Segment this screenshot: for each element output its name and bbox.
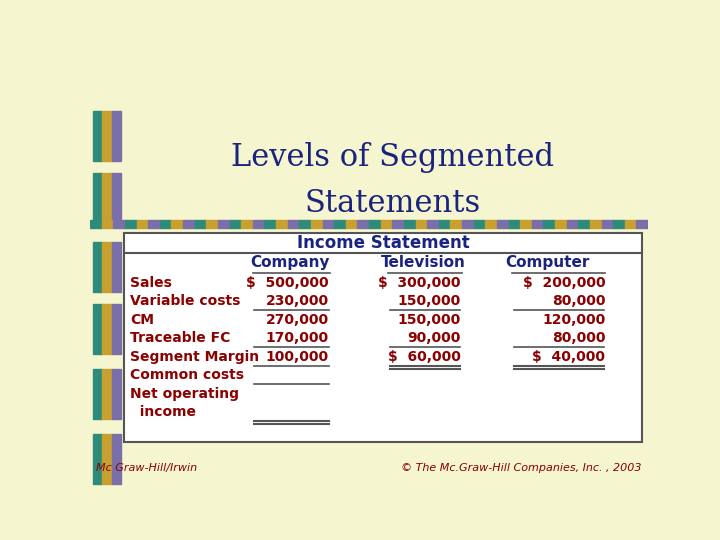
Text: © The Mc.Graw-Hill Companies, Inc. , 2003: © The Mc.Graw-Hill Companies, Inc. , 200… [401,463,642,473]
Text: 150,000: 150,000 [397,313,461,327]
Bar [567,220,578,228]
Bar [93,242,102,292]
Bar [102,434,112,484]
Bar [194,220,206,228]
Bar [112,303,121,354]
Bar [415,220,427,228]
Bar [253,220,264,228]
Bar [357,220,369,228]
Text: $  300,000: $ 300,000 [378,276,461,290]
Bar [404,220,415,228]
Bar [93,434,102,484]
Bar [112,369,121,419]
Text: 270,000: 270,000 [266,313,329,327]
Text: $  60,000: $ 60,000 [387,350,461,364]
Bar [93,111,102,161]
Bar [112,173,121,222]
Bar [102,111,112,161]
Text: Levels of Segmented: Levels of Segmented [230,141,554,173]
Bar [508,220,520,228]
Bar [264,220,276,228]
Bar [93,173,102,222]
Text: Mc Graw-Hill/Irwin: Mc Graw-Hill/Irwin [96,463,197,473]
Text: Traceable FC: Traceable FC [130,331,230,345]
Bar [102,220,113,228]
Text: Common costs: Common costs [130,368,244,382]
Bar [590,220,601,228]
Bar [102,369,112,419]
Text: Statements: Statements [304,188,480,219]
Text: income: income [130,405,197,419]
Bar [555,220,567,228]
Bar [102,303,112,354]
Text: 150,000: 150,000 [397,294,461,308]
Bar [124,233,642,442]
Text: $  200,000: $ 200,000 [523,276,606,290]
Text: $  40,000: $ 40,000 [532,350,606,364]
Text: 170,000: 170,000 [266,331,329,345]
Bar [287,220,300,228]
Bar [544,220,555,228]
Bar [90,220,102,228]
Bar [334,220,346,228]
Bar [230,220,241,228]
Bar [578,220,590,228]
Bar [93,369,102,419]
Bar [613,220,625,228]
Bar [427,220,438,228]
Bar [323,220,334,228]
Bar [112,111,121,161]
Bar [636,220,648,228]
Bar [206,220,218,228]
Text: 100,000: 100,000 [266,350,329,364]
Bar [93,303,102,354]
Text: 80,000: 80,000 [552,294,606,308]
Text: CM: CM [130,313,154,327]
Bar [392,220,404,228]
Bar [276,220,287,228]
Text: $  500,000: $ 500,000 [246,276,329,290]
Bar [113,220,125,228]
Text: Company: Company [251,255,330,270]
Text: 120,000: 120,000 [542,313,606,327]
Bar [438,220,451,228]
Bar [241,220,253,228]
Bar [137,220,148,228]
Text: Television: Television [381,255,466,270]
Text: 230,000: 230,000 [266,294,329,308]
Text: Segment Margin: Segment Margin [130,350,259,364]
Text: 80,000: 80,000 [552,331,606,345]
Bar [346,220,357,228]
Bar [218,220,230,228]
Text: 90,000: 90,000 [407,331,461,345]
Bar [625,220,636,228]
Bar [102,242,112,292]
Bar [369,220,381,228]
Text: Income Statement: Income Statement [297,234,469,252]
Bar [112,434,121,484]
Bar [532,220,544,228]
Bar [474,220,485,228]
Bar [125,220,137,228]
Bar [520,220,532,228]
Bar [102,173,112,222]
Bar [148,220,160,228]
Bar [648,220,660,228]
Bar [601,220,613,228]
Text: Net operating: Net operating [130,387,239,401]
Bar [381,220,392,228]
Bar [171,220,183,228]
Bar [497,220,508,228]
Text: Computer: Computer [505,255,590,270]
Text: Variable costs: Variable costs [130,294,240,308]
Bar [300,220,311,228]
Bar [485,220,497,228]
Bar [112,242,121,292]
Bar [451,220,462,228]
Bar [160,220,171,228]
Bar [183,220,194,228]
Text: Sales: Sales [130,276,172,290]
Bar [462,220,474,228]
Bar [311,220,323,228]
